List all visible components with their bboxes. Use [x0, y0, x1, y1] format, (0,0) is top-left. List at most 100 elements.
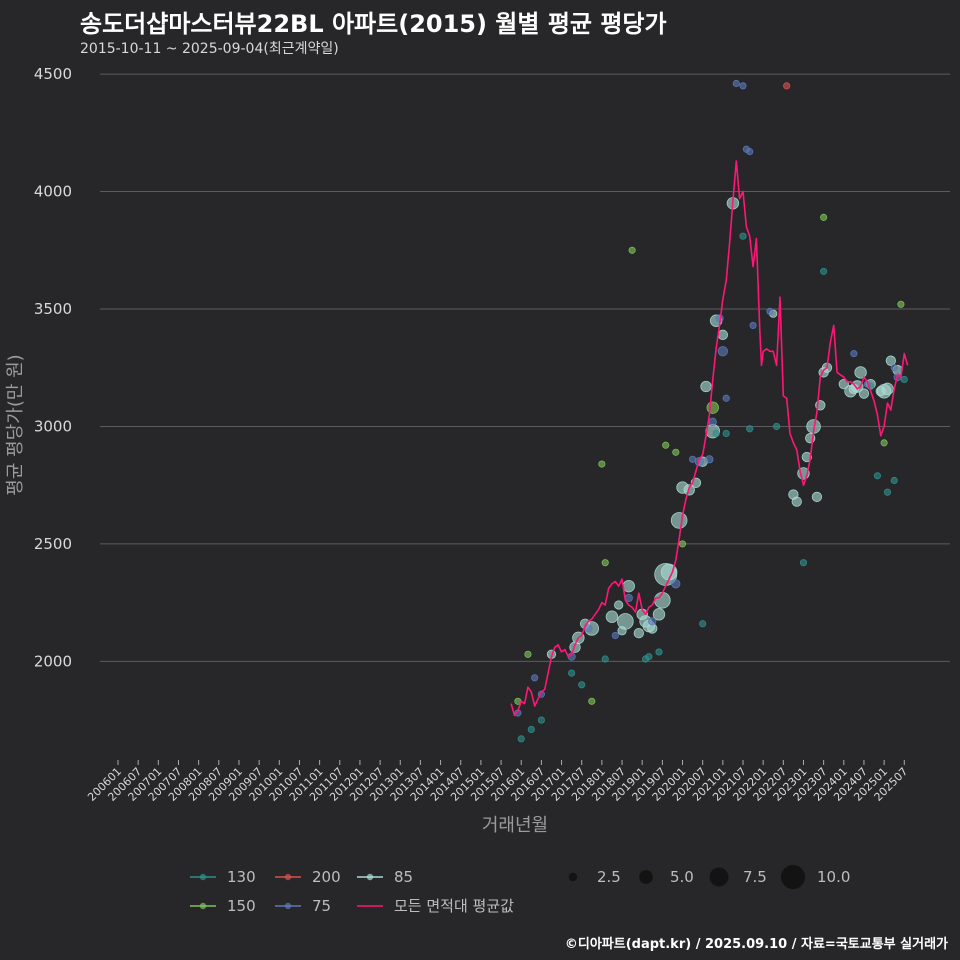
- y-axis-label: 평균 평당가(만 원): [5, 354, 26, 495]
- scatter-point-150: [628, 246, 636, 254]
- scatter-point-150: [706, 401, 719, 414]
- scatter-point-75: [850, 350, 858, 358]
- scatter-point-130: [568, 669, 576, 677]
- legend-key-point: [284, 902, 292, 910]
- scatter-point-150: [598, 460, 606, 468]
- chart-title: 송도더샵마스터뷰22BL 아파트(2015) 월별 평균 평당가: [80, 10, 667, 38]
- y-axis: 2000 2500 3000 3500 4000 4500: [34, 65, 72, 670]
- scatter-point-85: [881, 382, 894, 396]
- scatter-point-130: [746, 425, 754, 433]
- y-tick-label: 2500: [34, 535, 72, 553]
- scatter-point-150: [820, 213, 828, 221]
- scatter-point-130: [773, 422, 781, 431]
- scatter-point-130: [890, 476, 898, 485]
- scatter-point-75: [671, 579, 681, 589]
- legend-key-point: [199, 902, 207, 910]
- scatter-point-130: [601, 655, 609, 663]
- scatter-point-150: [880, 439, 888, 447]
- scatter-point-75: [611, 631, 619, 640]
- scatter-point-130: [655, 648, 663, 656]
- legend-label: 모든 면적대 평균값: [394, 897, 514, 915]
- scatter-point-130: [537, 716, 545, 724]
- scatter-point-85: [654, 591, 671, 609]
- scatter-point-130: [739, 232, 747, 240]
- scatter-point-130: [527, 725, 535, 734]
- scatter-point-75: [890, 364, 898, 372]
- scatter-point-85: [700, 380, 712, 393]
- scatter-point-75: [749, 321, 757, 330]
- scatter-point-130: [873, 472, 881, 480]
- legend: 130 200 85 150 75 모든 면적대 평균값 2.5 5.0 7.5 10.0: [190, 864, 850, 915]
- source-caption: ©디아파트(dapt.kr) / 2025.09.10 / 자료=국토교통부 실…: [564, 937, 948, 952]
- scatter-point-130: [883, 488, 892, 496]
- scatter-point-130: [799, 559, 808, 567]
- scatter-point-130: [578, 681, 586, 689]
- x-axis-label: 거래년월: [482, 815, 548, 836]
- y-tick-label: 4500: [34, 65, 72, 83]
- legend-size-label: 7.5: [743, 868, 767, 886]
- scatter-point-85: [633, 628, 644, 639]
- scatter-point-75: [722, 394, 730, 402]
- scatter-point-150: [672, 448, 680, 456]
- y-tick-label: 3000: [34, 417, 72, 435]
- scatter-point-85: [838, 379, 849, 390]
- scatter-point-150: [601, 559, 609, 567]
- line-layer: [510, 160, 909, 717]
- scatter-point-85: [622, 579, 635, 593]
- legend-size-key: [709, 867, 729, 887]
- legend-label: 130: [227, 868, 256, 886]
- y-tick-label: 2000: [34, 652, 72, 670]
- scatter-point-150: [897, 300, 905, 308]
- legend-key-point: [366, 873, 374, 881]
- scatter-layer: [514, 79, 908, 743]
- legend-label: 75: [312, 897, 331, 915]
- scatter-point-85: [717, 329, 728, 340]
- y-tick-label: 3500: [34, 300, 72, 318]
- legend-size-key: [780, 864, 806, 890]
- x-axis: 2006012006072007012007072008012008072009…: [85, 760, 910, 804]
- scatter-point-85: [801, 451, 812, 463]
- scatter-point-75: [717, 346, 728, 357]
- legend-size-label: 10.0: [817, 868, 850, 886]
- grid-layer: [100, 73, 950, 662]
- legend-key-point: [284, 873, 292, 881]
- scatter-point-75: [705, 455, 714, 464]
- scatter-point-130: [820, 267, 828, 275]
- scatter-point-130: [517, 735, 525, 743]
- scatter-point-85: [885, 355, 896, 366]
- legend-size-label: 2.5: [597, 868, 621, 886]
- scatter-point-130: [900, 375, 908, 384]
- legend-size-key: [639, 870, 653, 884]
- legend-size-key: [568, 872, 578, 882]
- scatter-point-85: [605, 610, 619, 623]
- scatter-point-75: [708, 417, 717, 426]
- chart-subtitle: 2015-10-11 ~ 2025-09-04(최근계약일): [80, 41, 339, 57]
- scatter-point-75: [766, 307, 774, 315]
- scatter-point-75: [531, 674, 539, 682]
- legend-size-label: 5.0: [670, 868, 694, 886]
- scatter-point-150: [662, 441, 670, 449]
- legend-label: 85: [394, 868, 413, 886]
- scatter-point-150: [524, 650, 532, 658]
- scatter-point-150: [588, 697, 596, 705]
- scatter-point-85: [652, 608, 666, 621]
- scatter-point-150: [678, 540, 687, 548]
- scatter-point-75: [746, 148, 754, 156]
- scatter-point-85: [858, 388, 870, 399]
- scatter-point-200: [783, 82, 791, 90]
- scatter-point-75: [648, 617, 657, 626]
- legend-label: 200: [312, 868, 341, 886]
- scatter-point-130: [722, 429, 730, 438]
- scatter-point-85: [811, 491, 823, 503]
- scatter-point-85: [854, 366, 867, 379]
- legend-key-point: [199, 873, 207, 881]
- scatter-point-75: [732, 79, 740, 88]
- scatter-point-130: [712, 429, 720, 438]
- scatter-point-75: [739, 82, 747, 90]
- legend-label: 150: [227, 897, 256, 915]
- scatter-point-85: [614, 600, 624, 610]
- scatter-point-85: [670, 512, 688, 529]
- scatter-point-130: [645, 653, 653, 661]
- scatter-point-85: [791, 496, 802, 507]
- avg-price-line: [510, 160, 909, 717]
